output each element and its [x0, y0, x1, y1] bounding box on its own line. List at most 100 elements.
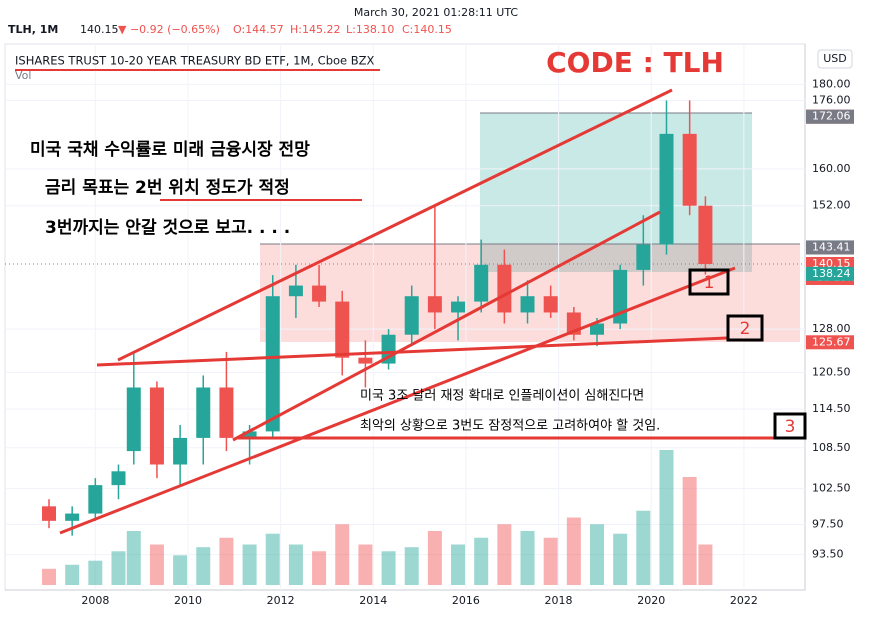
- volume-bar: [698, 544, 713, 585]
- volume-bar: [682, 477, 697, 585]
- volume-bar: [543, 537, 558, 585]
- trend-line: [59, 266, 736, 535]
- candle-body: [427, 296, 442, 313]
- drawings: [15, 69, 807, 535]
- candle-body: [659, 133, 674, 245]
- volume-bar: [88, 560, 103, 585]
- currency-box: [817, 49, 853, 69]
- volume-bar: [312, 551, 327, 585]
- volume-bar: [590, 524, 605, 585]
- change: ▼ −0.92 (−0.65%): [118, 23, 220, 36]
- y-tick-label: 114.50: [812, 402, 851, 415]
- candle-body: [196, 387, 211, 438]
- x-tick-label: 2014: [359, 594, 387, 607]
- volume-bar: [335, 524, 350, 585]
- price: 140.15: [80, 23, 119, 36]
- price-label: 125.67: [812, 335, 851, 348]
- candle-body: [219, 387, 234, 438]
- low: L:138.10: [346, 23, 394, 36]
- candle-body: [88, 485, 103, 514]
- code-label: CODE : TLH: [546, 46, 724, 79]
- trend-line: [117, 88, 673, 362]
- candle-body: [42, 506, 57, 521]
- y-tick-label: 93.50: [812, 548, 844, 561]
- price-label-bg: [806, 240, 854, 255]
- price-label: 140.15: [812, 257, 851, 270]
- candle-body: [636, 244, 651, 270]
- y-tick-label: 102.50: [812, 482, 851, 495]
- currency: USD: [823, 52, 847, 65]
- price-label-bg: [806, 266, 854, 281]
- price-label: 138.24: [812, 267, 851, 280]
- volume-bar: [404, 547, 419, 585]
- volume-bar: [42, 568, 57, 585]
- marker-box: [688, 268, 730, 296]
- volume-bar: [288, 544, 303, 585]
- candle-body: [590, 323, 605, 335]
- y-tick-label: 108.50: [812, 441, 851, 454]
- candle-body: [149, 387, 164, 465]
- y-tick-label: 128.00: [812, 322, 851, 335]
- trend-line: [96, 336, 728, 367]
- y-tick-label: 120.50: [812, 365, 851, 378]
- y-tick-label: 160.00: [812, 162, 851, 175]
- x-tick-label: 2020: [637, 594, 665, 607]
- candle-body: [288, 285, 303, 297]
- volume-bar: [65, 564, 80, 585]
- symbol: TLH, 1M: [8, 23, 58, 36]
- annotation: 3번까지는 안갈 것으로 보고. . . .: [45, 218, 290, 238]
- volume-bar: [474, 537, 489, 585]
- volume-bar: [173, 555, 188, 585]
- marker-box: [726, 314, 764, 342]
- volume-bar: [358, 544, 373, 585]
- candle-body: [404, 296, 419, 335]
- price-label: 172.06: [812, 110, 851, 123]
- marker-label: 3: [785, 417, 796, 437]
- candle-body: [335, 301, 350, 358]
- y-tick-label: 152.00: [812, 199, 851, 212]
- x-tick-label: 2012: [267, 594, 295, 607]
- y-tick-label: 180.00: [812, 77, 851, 90]
- volume-bar: [497, 524, 512, 585]
- candle-body: [358, 357, 373, 364]
- candle-body: [111, 471, 126, 486]
- price-label-bg: [806, 109, 854, 124]
- volume-bar: [566, 517, 581, 585]
- open: O:144.57: [233, 23, 284, 36]
- candle-body: [65, 513, 80, 521]
- datetime: March 30, 2021 01:28:11 UTC: [354, 6, 519, 19]
- candle-body: [497, 264, 512, 313]
- price-label: 143.41: [812, 240, 851, 253]
- candle-body: [698, 205, 713, 264]
- marker-label: 2: [740, 319, 751, 339]
- volume-bar: [242, 544, 257, 585]
- annotation: 금리 목표는 2번 위치 정도가 적정: [45, 178, 290, 198]
- note: 최악의 상황으로 3번도 잠정적으로 고려하여야 할 것임.: [360, 419, 660, 434]
- volume-bar: [381, 551, 396, 585]
- volume-bar: [219, 537, 234, 585]
- note: 미국 3조 달러 재정 확대로 인플레이션이 심해진다면: [360, 389, 644, 404]
- volume-bar: [636, 510, 651, 585]
- y-tick-label: 176.00: [812, 93, 851, 106]
- candle-body: [520, 296, 535, 313]
- chart-title: ISHARES TRUST 10-20 YEAR TREASURY BD ETF…: [15, 54, 375, 68]
- y-tick-label: 97.50: [812, 518, 844, 531]
- annotation: 미국 국채 수익률로 미래 금융시장 전망: [30, 140, 310, 160]
- candle-body: [474, 264, 489, 302]
- close: C:140.15: [402, 23, 452, 36]
- volume-bar: [613, 533, 628, 585]
- x-tick-label: 2008: [81, 594, 109, 607]
- volume-bar: [451, 544, 466, 585]
- volume-bar: [196, 547, 211, 585]
- volume-bar: [265, 533, 280, 585]
- candle-body: [543, 296, 558, 313]
- candle-body: [173, 437, 188, 465]
- volume-label: Vol: [15, 69, 31, 82]
- volume-bar: [520, 531, 535, 585]
- trend-line: [232, 210, 661, 442]
- candle-body: [265, 296, 280, 432]
- volume-bar: [659, 450, 674, 585]
- x-tick-label: 2022: [730, 594, 758, 607]
- candle-body: [242, 431, 257, 438]
